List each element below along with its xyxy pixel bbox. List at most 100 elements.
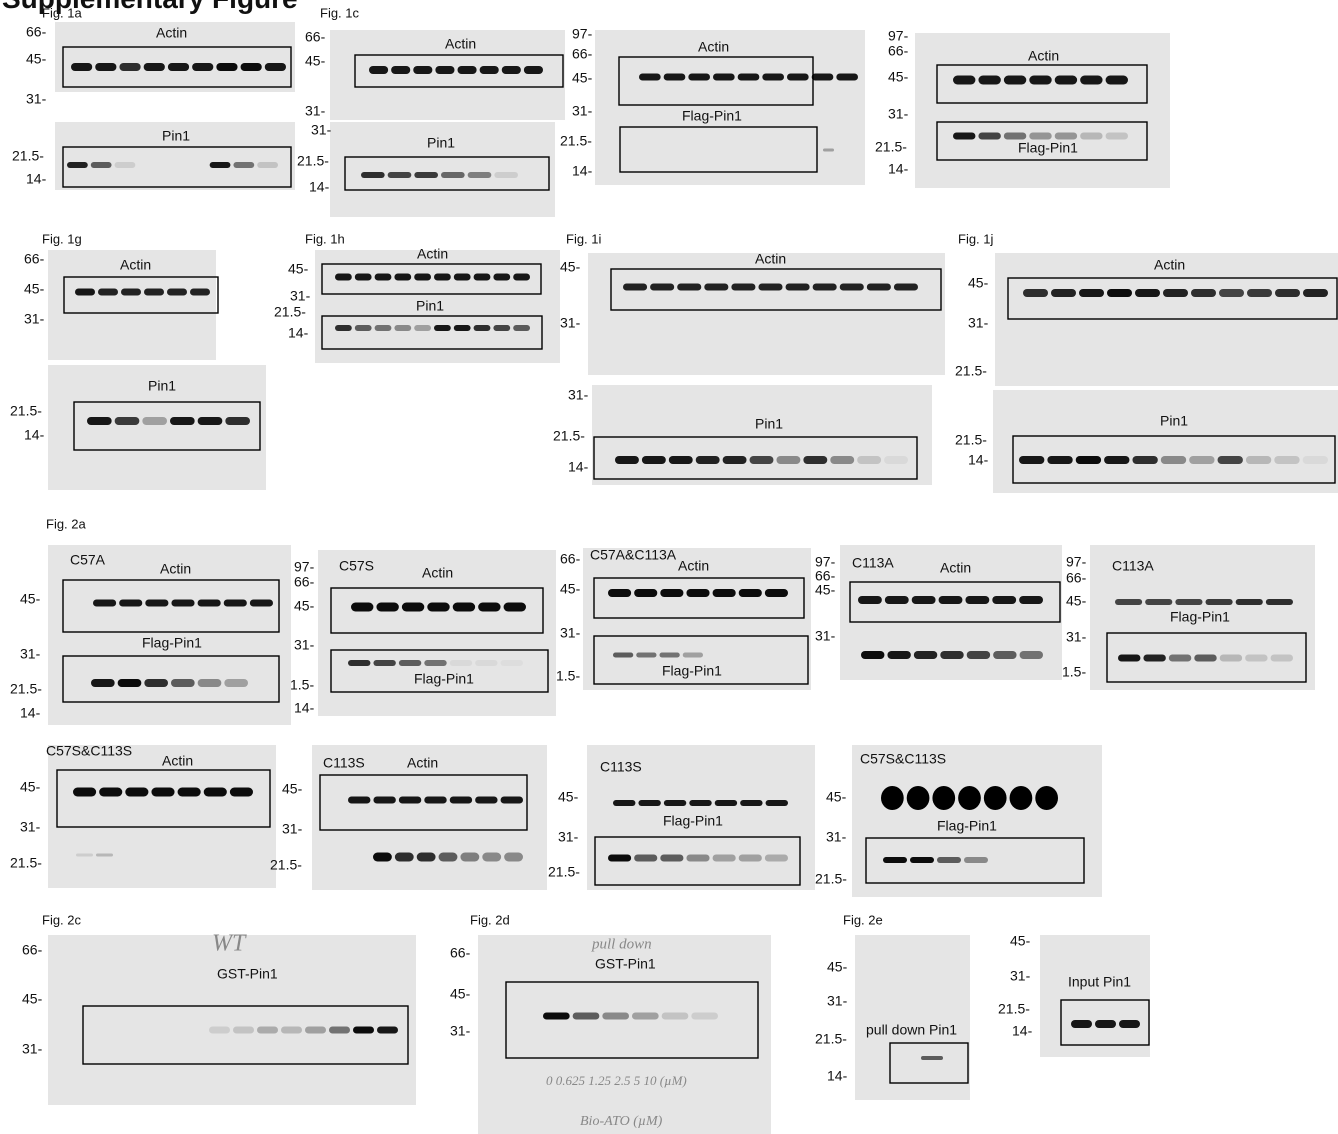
protein-label: GST-Pin1 [217,966,278,982]
marker-label: 21.5- [815,871,847,887]
band [125,788,148,797]
band [439,853,458,862]
marker-label: 66- [450,945,471,961]
band [377,1027,398,1034]
marker-label: 14- [20,705,41,721]
band [738,74,760,81]
band [884,456,908,464]
marker-label: 97- [888,28,909,44]
band [369,66,388,74]
band [151,788,174,797]
band [967,651,990,659]
band [335,325,352,331]
handwritten-note: Bio-ATO (µM) [580,1114,663,1129]
marker-label: 45- [26,51,47,67]
band [615,456,639,464]
marker-label: 14- [827,1068,848,1084]
band [1303,456,1328,464]
band [353,1027,374,1034]
band [1095,1020,1116,1028]
band [623,284,647,291]
band [73,788,96,797]
sample-label: C113A [852,555,894,571]
band [281,1027,302,1034]
band [762,74,784,81]
marker-label: 14- [288,325,309,341]
band [394,274,411,281]
protein-label: Actin [156,25,187,41]
band [638,800,660,806]
band [168,63,189,71]
band [493,325,510,331]
marker-label: 66- [305,29,326,45]
band [660,855,683,862]
band [1135,289,1160,297]
handwritten-note: pull down [591,936,652,952]
band [178,788,201,797]
band [1004,76,1026,85]
protein-label: Flag-Pin1 [1170,609,1230,625]
band [475,660,497,666]
marker-label: 45- [560,581,581,597]
figure: Supplementary Figure Fig. 1a66-45-31-21.… [0,0,1338,1134]
marker-label: 31- [888,106,909,122]
marker-label: 66- [22,942,43,958]
band [475,797,497,804]
band [450,797,472,804]
band [686,589,709,597]
marker-label: 31- [311,122,332,138]
band [660,589,683,597]
blot-background [48,935,416,1105]
marker-label: 45- [305,53,326,69]
band [1271,655,1293,662]
protein-label: Actin [422,565,453,581]
band [468,172,492,178]
marker-label: 31- [560,315,581,331]
figure-label: Fig. 2e [843,912,883,927]
marker-label: 14- [568,459,589,475]
band [454,274,471,281]
band [758,284,782,291]
protein-label: Flag-Pin1 [662,663,722,679]
marker-label: 45- [1010,933,1031,949]
band [348,660,370,666]
band [502,66,521,74]
band [1010,786,1033,810]
band [224,600,247,607]
band [480,66,499,74]
band [766,800,788,806]
band [504,603,526,612]
marker-label: 21.5- [560,133,592,149]
marker-label: 45- [24,281,45,297]
protein-label: Pin1 [416,298,444,314]
protein-label: Flag-Pin1 [937,818,997,834]
marker-label: 45- [288,261,309,277]
band [241,63,262,71]
protein-label: Actin [445,36,476,52]
band [669,456,693,464]
band [75,289,95,296]
band [494,172,518,178]
band [417,853,436,862]
band [992,596,1016,604]
band [662,1013,689,1020]
band [1219,289,1244,297]
band [803,456,827,464]
band [937,857,961,863]
band [198,417,223,425]
marker-label: 31- [24,311,45,327]
band [1274,456,1299,464]
band [93,600,116,607]
protein-label: Actin [162,753,193,769]
band [1246,456,1271,464]
band [167,289,187,296]
protein-label: Actin [755,251,786,267]
band [907,786,930,810]
band [713,855,736,862]
handwritten-note: WT [212,931,247,957]
band [257,162,278,168]
band [1163,289,1188,297]
band [688,74,710,81]
protein-label: Pin1 [755,416,783,432]
band [1189,456,1214,464]
